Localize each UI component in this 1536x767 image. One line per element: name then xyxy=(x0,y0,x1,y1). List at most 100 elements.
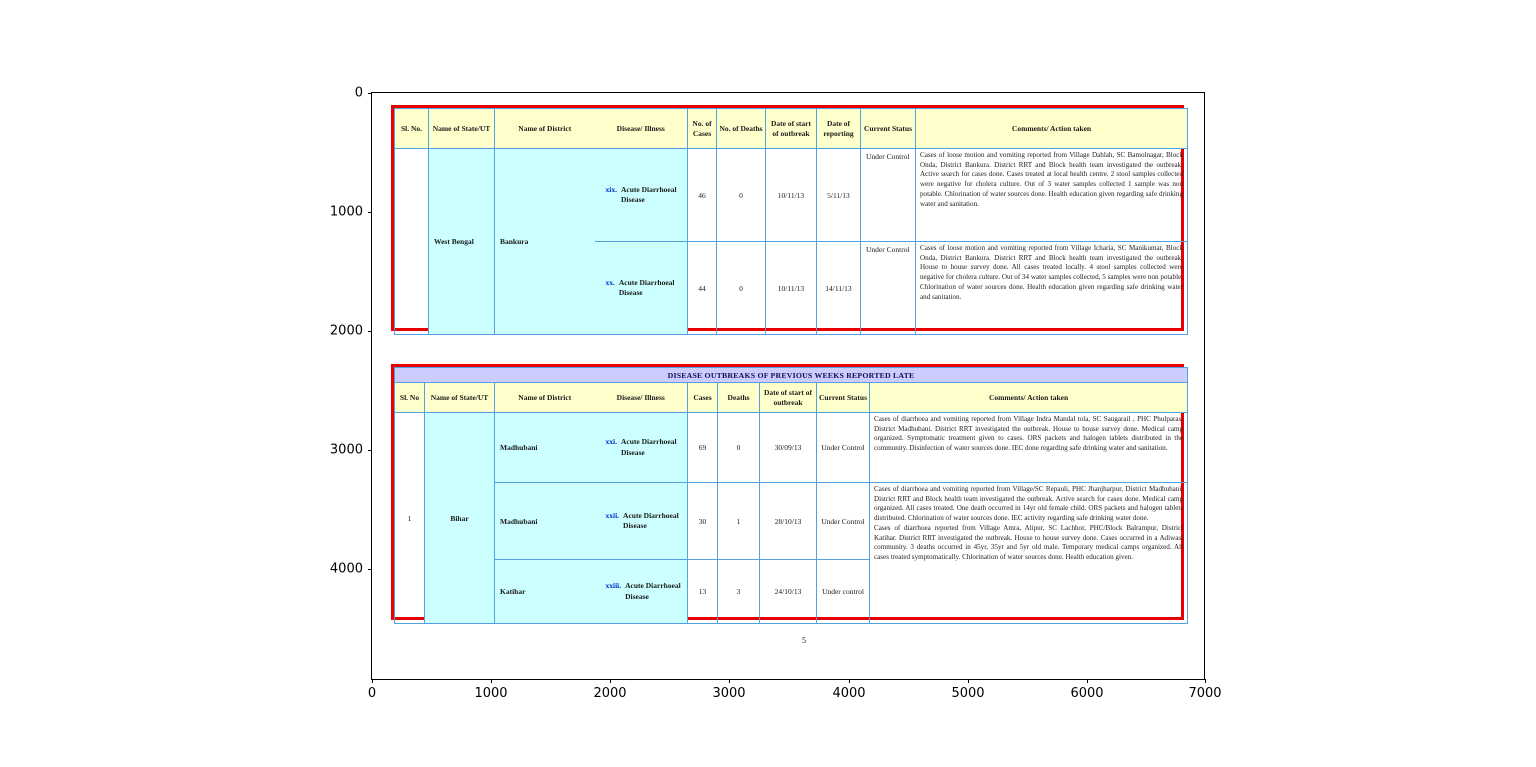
disease-name: Acute Diarrhoeal Disease xyxy=(625,581,681,601)
x-tick xyxy=(849,679,850,683)
header-cell: No. of Cases xyxy=(687,108,717,149)
y-tick xyxy=(368,331,372,332)
outbreaks-current-table: Sl. No. Name of State/UT Name of Distric… xyxy=(391,105,1188,335)
disease-index: xxii. xyxy=(605,510,620,520)
cell-comments: Cases of loose motion and vomiting repor… xyxy=(915,241,1188,335)
disease-name: Acute Diarrhoeal Disease xyxy=(620,184,677,204)
table-title: DISEASE OUTBREAKS OF PREVIOUS WEEKS REPO… xyxy=(393,367,1189,383)
cell-slno xyxy=(394,148,429,335)
x-tick-label: 2000 xyxy=(593,686,627,701)
header-cell: Deaths xyxy=(717,382,760,413)
x-tick xyxy=(1087,679,1088,683)
y-tick xyxy=(368,93,372,94)
cell-disease: xxiii. Acute Diarrhoeal Disease xyxy=(594,559,688,624)
y-tick-label: 2000 xyxy=(329,323,363,339)
cell-district: Bankura xyxy=(494,148,595,335)
cell-disease: xxii. Acute Diarrhoeal Disease xyxy=(594,482,688,560)
y-tick-label: 4000 xyxy=(329,561,363,577)
x-tick-label: 3000 xyxy=(712,686,746,701)
cell-deaths: 3 xyxy=(717,559,760,624)
cell-status: Under Control xyxy=(860,148,916,242)
cell-district: Katihar xyxy=(494,559,595,624)
table-row: Madhubani xxii. Acute Diarrhoeal Disease… xyxy=(395,482,1189,624)
cell-comments: Cases of diarrhoea and vomiting reported… xyxy=(868,482,1189,624)
cell-cases: 13 xyxy=(687,559,718,624)
header-cell: Name of District xyxy=(494,108,595,149)
header-cell: No. of Deaths xyxy=(716,108,766,149)
cell-start-date: 30/09/13 xyxy=(759,412,817,483)
header-cell: Comments/ Action taken xyxy=(868,382,1189,413)
cell-cases: 44 xyxy=(687,241,717,335)
x-tick-label: 1000 xyxy=(474,686,508,701)
header-cell: Sl. No xyxy=(394,382,425,413)
x-tick-label: 4000 xyxy=(832,686,866,701)
cell-state: West Bengal xyxy=(428,148,495,335)
x-tick xyxy=(968,679,969,683)
cell-deaths: 1 xyxy=(717,482,760,560)
cell-status: Under Control xyxy=(816,482,870,560)
x-tick-label: 6000 xyxy=(1070,686,1104,701)
x-tick xyxy=(1205,679,1206,683)
disease-name: Acute Diarrhoeal Disease xyxy=(620,437,677,457)
cell-disease: xxi. Acute Diarrhoeal Disease xyxy=(594,412,688,483)
cell-reporting-date: 5/11/13 xyxy=(816,148,861,242)
x-tick xyxy=(491,679,492,683)
comments-paragraph: Cases of diarrhoea and vomiting reported… xyxy=(874,485,1184,523)
table-row: Katihar xxiii. Acute Diarrhoeal Disease … xyxy=(395,559,1188,624)
header-cell: Current Status xyxy=(816,382,870,413)
header-cell: Name of State/UT xyxy=(424,382,495,413)
table-row: xx. Acute Diarrhoeal Disease 44 0 10/11/… xyxy=(395,241,1188,335)
header-cell: Date of start of outbreak xyxy=(759,382,817,413)
header-cell: Sl. No. xyxy=(394,108,429,149)
disease-name: Acute Diarrhoeal Disease xyxy=(618,277,675,297)
x-tick xyxy=(610,679,611,683)
cell-disease: xix. Acute Diarrhoeal Disease xyxy=(594,148,688,242)
cell-deaths: 0 xyxy=(716,148,766,242)
cell-cases: 69 xyxy=(687,412,718,483)
y-tick xyxy=(368,450,372,451)
table-row: 1 Bihar Madhubani xxi. Acute Diarrhoeal … xyxy=(394,412,1189,624)
cell-cases: 30 xyxy=(687,482,718,560)
cell-status: Under control xyxy=(816,559,870,624)
table-header-row: Sl. No Name of State/UT Name of District… xyxy=(394,382,1189,413)
header-cell: Current Status xyxy=(860,108,916,149)
y-tick-label: 0 xyxy=(354,85,363,101)
x-tick-label: 5000 xyxy=(951,686,985,701)
header-cell: Name of State/UT xyxy=(428,108,495,149)
y-tick xyxy=(368,569,372,570)
disease-index: xix. xyxy=(605,184,617,194)
cell-state: Bihar xyxy=(424,412,495,624)
y-tick-label: 3000 xyxy=(329,442,363,458)
disease-index: xxi. xyxy=(605,437,617,447)
cell-start-date: 10/11/13 xyxy=(765,241,817,335)
cell-comments: Cases of loose motion and vomiting repor… xyxy=(915,148,1188,242)
header-cell: Name of District xyxy=(494,382,595,413)
cell-disease: xx. Acute Diarrhoeal Disease xyxy=(594,241,688,335)
header-cell: Date of reporting xyxy=(816,108,861,149)
page-number: 5 xyxy=(802,636,806,645)
cell-start-date: 10/11/13 xyxy=(765,148,817,242)
table-row: West Bengal Bankura xix. Acute Diarrhoea… xyxy=(394,148,1188,335)
cell-start-date: 24/10/13 xyxy=(759,559,817,624)
cell-cases: 46 xyxy=(687,148,717,242)
cell-start-date: 28/10/13 xyxy=(759,482,817,560)
header-cell: Disease/ Illness xyxy=(594,108,688,149)
cell-slno: 1 xyxy=(394,412,425,624)
cell-reporting-date: 14/11/13 xyxy=(816,241,861,335)
x-tick xyxy=(729,679,730,683)
disease-index: xx. xyxy=(605,277,615,287)
y-tick-label: 1000 xyxy=(329,204,363,220)
cell-district: Madhubani xyxy=(494,482,595,560)
disease-name: Acute Diarrhoeal Disease xyxy=(623,510,679,530)
cell-status: Under Control xyxy=(860,241,916,335)
disease-index: xxiii. xyxy=(605,581,622,591)
plot-area: 0 1000 2000 3000 4000 5000 6000 7000 0 1… xyxy=(330,86,1222,702)
outbreaks-late-table: DISEASE OUTBREAKS OF PREVIOUS WEEKS REPO… xyxy=(391,364,1189,624)
cell-deaths: 0 xyxy=(716,241,766,335)
cell-status: Under Control xyxy=(816,412,870,483)
cell-comments: Cases of diarrhoea and vomiting reported… xyxy=(868,412,1189,483)
header-cell: Comments/ Action taken xyxy=(915,108,1188,149)
header-cell: Date of start of outbreak xyxy=(765,108,817,149)
cell-deaths: 0 xyxy=(717,412,760,483)
x-tick xyxy=(372,679,373,683)
